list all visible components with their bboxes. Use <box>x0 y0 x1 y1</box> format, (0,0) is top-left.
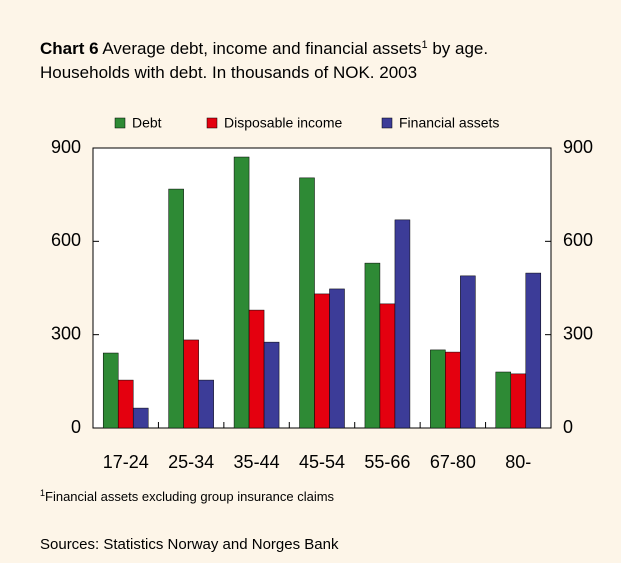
x-tick-label: 80- <box>505 452 531 472</box>
bar <box>132 407 149 429</box>
chart-subtitle: Households with debt. In thousands of NO… <box>40 63 417 82</box>
title-end: by age. <box>428 39 489 58</box>
bar <box>198 379 214 429</box>
y2-tick-label: 300 <box>563 323 593 343</box>
footnote: 1Financial assets excluding group insura… <box>40 488 335 504</box>
bar <box>445 351 461 429</box>
x-tick-label: 67-80 <box>430 452 476 472</box>
chart-title: Chart 6 Average debt, income and financi… <box>40 39 488 58</box>
bar <box>394 219 411 429</box>
bar <box>364 262 381 429</box>
x-tick-label: 35-44 <box>234 452 280 472</box>
x-tick-label: 45-54 <box>299 452 345 472</box>
bar <box>510 373 527 429</box>
y2-tick-label: 0 <box>563 417 573 437</box>
y-tick-label: 900 <box>51 137 81 157</box>
y2-tick-label: 600 <box>563 230 593 250</box>
legend-swatch <box>114 117 126 129</box>
bar <box>314 293 330 429</box>
x-tick-label: 55-66 <box>364 452 410 472</box>
bar <box>329 288 345 429</box>
legend-swatch <box>381 117 393 129</box>
source: Sources: Statistics Norway and Norges Ba… <box>40 536 339 553</box>
title-text: Average debt, income and financial asset… <box>102 39 421 58</box>
legend-label: Financial assets <box>399 115 499 131</box>
legend-label: Debt <box>132 115 162 131</box>
bar <box>430 349 446 429</box>
y2-tick-label: 900 <box>563 137 593 157</box>
x-tick-label: 25-34 <box>168 452 214 472</box>
bar <box>379 303 396 429</box>
bar <box>460 275 476 429</box>
bar <box>183 339 199 429</box>
bar <box>299 177 315 429</box>
title-mark: 1 <box>421 39 427 51</box>
y-tick-label: 300 <box>51 323 81 343</box>
bar <box>233 156 250 429</box>
bar <box>263 341 280 429</box>
legend-swatch <box>206 117 218 129</box>
bar <box>102 352 119 429</box>
footnote-text: Financial assets excluding group insuran… <box>45 489 335 504</box>
title-label: Chart 6 <box>40 39 99 58</box>
bar <box>168 188 184 429</box>
y-tick-label: 600 <box>51 230 81 250</box>
footnote-mark: 1 <box>40 488 45 498</box>
bar <box>525 272 542 429</box>
bar <box>495 371 512 429</box>
bar <box>117 379 134 429</box>
x-tick-label: 17-24 <box>103 452 149 472</box>
bar <box>248 309 265 429</box>
y-tick-label: 0 <box>71 417 81 437</box>
legend-label: Disposable income <box>224 115 342 131</box>
